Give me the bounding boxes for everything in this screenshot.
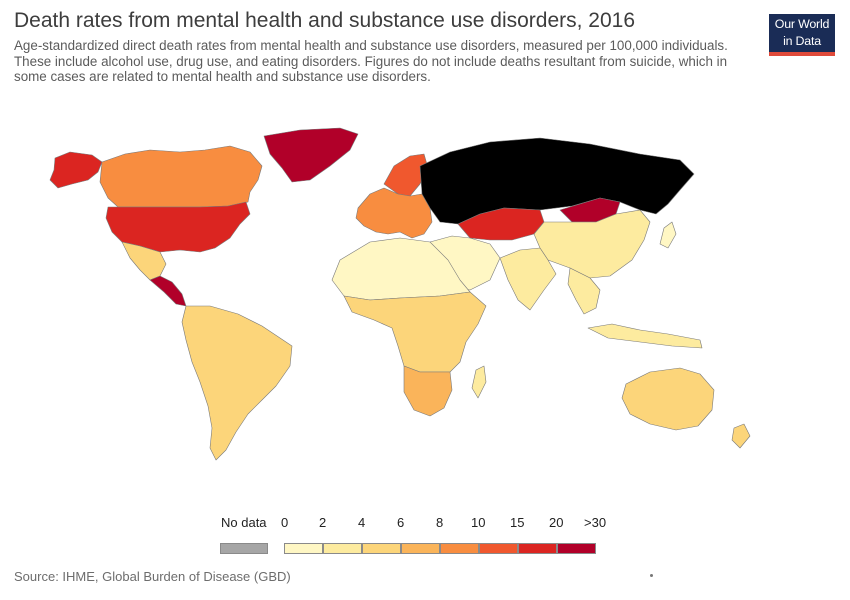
legend-tick-label: 4 [358, 515, 366, 530]
legend-swatch-4[interactable] [440, 543, 479, 554]
owid-logo[interactable]: Our World in Data [769, 14, 835, 56]
legend-swatch-2[interactable] [362, 543, 401, 554]
region-southern-africa[interactable] [403, 365, 453, 417]
logo-line-1: Our World [774, 17, 830, 31]
legend-tick-label: 6 [397, 515, 405, 530]
legend-swatch-6[interactable] [518, 543, 557, 554]
world-map [0, 110, 850, 510]
region-southeast-asia[interactable] [567, 267, 601, 315]
chart-title: Death rates from mental health and subst… [14, 9, 636, 32]
legend-no-data-swatch[interactable] [220, 543, 268, 554]
region-central-america[interactable] [149, 275, 187, 307]
legend-tick-label: 2 [319, 515, 327, 530]
region-europe[interactable] [355, 187, 433, 239]
region-alaska[interactable] [49, 151, 103, 189]
legend-tick-label: 20 [549, 515, 564, 530]
logo-line-2: in Data [783, 34, 821, 48]
source-note: Source: IHME, Global Burden of Disease (… [14, 569, 291, 584]
legend-swatch-0[interactable] [284, 543, 323, 554]
region-canada[interactable] [99, 145, 263, 208]
legend-tick-label: 15 [510, 515, 525, 530]
region-sub-saharan-africa[interactable] [343, 291, 487, 373]
region-indonesia[interactable] [587, 323, 703, 349]
region-south-america[interactable] [181, 305, 293, 461]
legend-swatch-7[interactable] [557, 543, 596, 554]
region-madagascar[interactable] [471, 365, 487, 399]
legend-no-data-label: No data [221, 515, 267, 530]
region-japan[interactable] [659, 221, 677, 249]
legend-tick-label: >30 [584, 515, 607, 530]
region-new-zealand[interactable] [731, 423, 751, 449]
legend-tick-label: 8 [436, 515, 444, 530]
region-russia[interactable] [419, 137, 695, 225]
region-china[interactable] [533, 209, 651, 279]
chart-subtitle: Age-standardized direct death rates from… [14, 38, 728, 84]
legend-swatch-5[interactable] [479, 543, 518, 554]
color-legend: No data 0 2 4 6 8 10 15 20 >30 [0, 510, 850, 560]
region-greenland[interactable] [263, 127, 359, 183]
decorative-dot [650, 574, 653, 577]
legend-tick-label: 0 [281, 515, 289, 530]
legend-swatch-3[interactable] [401, 543, 440, 554]
legend-tick-label: 10 [471, 515, 486, 530]
region-australia[interactable] [621, 367, 715, 431]
region-india[interactable] [499, 247, 557, 311]
legend-swatch-1[interactable] [323, 543, 362, 554]
region-usa[interactable] [105, 201, 251, 253]
world-map-svg [49, 127, 751, 461]
